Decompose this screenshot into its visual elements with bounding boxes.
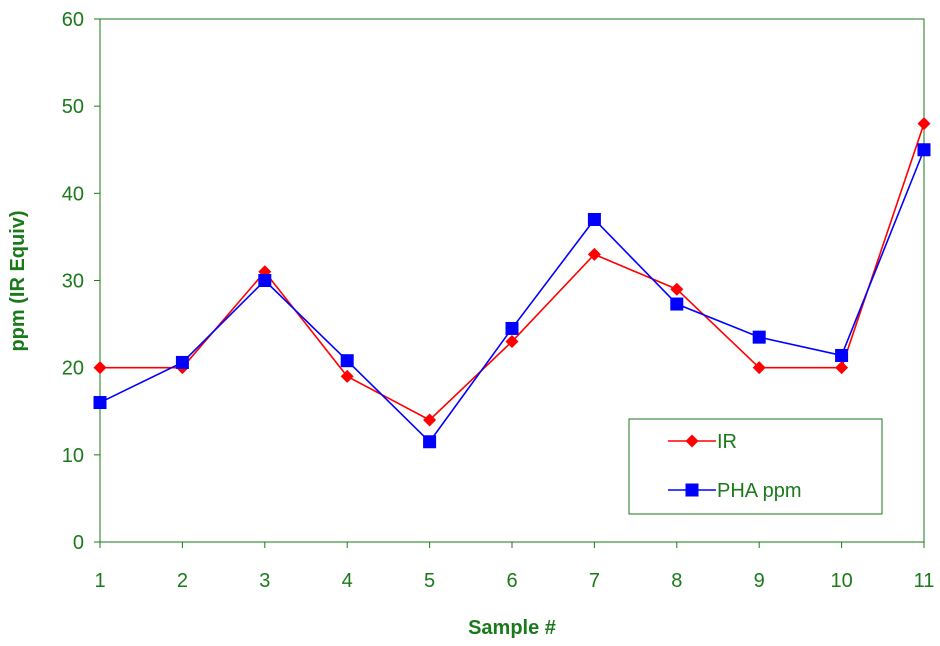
x-tick-label: 9 xyxy=(754,570,765,592)
x-tick-label: 3 xyxy=(259,570,270,592)
x-tick-label: 10 xyxy=(830,570,852,592)
data-point xyxy=(917,143,931,157)
y-tick-label: 20 xyxy=(62,358,84,380)
y-tick-label: 30 xyxy=(62,271,84,293)
x-tick-label: 2 xyxy=(177,570,188,592)
legend-label: IR xyxy=(717,431,737,453)
data-point xyxy=(752,330,766,344)
data-point xyxy=(917,117,931,131)
legend-entry: IR xyxy=(668,431,737,453)
legend-marker xyxy=(685,434,699,448)
series-line xyxy=(99,149,925,443)
y-tick-label: 10 xyxy=(62,445,84,467)
series-line xyxy=(100,123,925,421)
data-point xyxy=(340,369,354,383)
x-tick-label: 4 xyxy=(342,570,353,592)
y-tick-label: 50 xyxy=(62,96,84,118)
data-point xyxy=(505,321,519,335)
legend-marker xyxy=(685,483,699,497)
y-tick-label: 40 xyxy=(62,183,84,205)
x-tick-label: 8 xyxy=(671,570,682,592)
data-point xyxy=(93,396,107,410)
x-axis: 1 2 3 4 5 6 7 8 9 10 11 xyxy=(94,542,934,592)
series-ir xyxy=(93,117,931,427)
data-point xyxy=(505,335,519,349)
data-point xyxy=(835,361,849,375)
data-point xyxy=(670,297,684,311)
legend-label: PHA ppm xyxy=(717,480,801,502)
data-point xyxy=(258,274,272,287)
data-point xyxy=(93,361,107,375)
data-point xyxy=(670,282,684,296)
legend-box xyxy=(628,418,883,515)
y-axis: 0 10 20 30 40 50 60 xyxy=(62,9,100,554)
x-tick-label: 11 xyxy=(914,570,935,592)
y-tick-label: 0 xyxy=(73,532,84,554)
data-point xyxy=(340,354,354,368)
x-tick-label: 7 xyxy=(589,570,600,592)
series-layer xyxy=(93,117,931,449)
legend-entry: PHA ppm xyxy=(668,480,801,502)
x-tick-label: 6 xyxy=(506,570,517,592)
y-axis-title: ppm (IR Equiv) xyxy=(7,210,29,351)
data-point xyxy=(175,355,189,369)
x-tick-label: 5 xyxy=(424,570,435,592)
y-tick-label: 60 xyxy=(62,9,84,31)
data-point xyxy=(587,212,601,226)
data-point xyxy=(835,348,849,362)
data-point xyxy=(752,361,766,375)
x-tick-label: 1 xyxy=(94,570,105,592)
legend: IR PHA ppm xyxy=(628,418,883,515)
data-point xyxy=(423,413,437,427)
data-point xyxy=(423,435,437,449)
x-axis-title: Sample # xyxy=(468,617,556,639)
series-pha-ppm xyxy=(93,143,931,449)
data-point xyxy=(587,247,601,261)
